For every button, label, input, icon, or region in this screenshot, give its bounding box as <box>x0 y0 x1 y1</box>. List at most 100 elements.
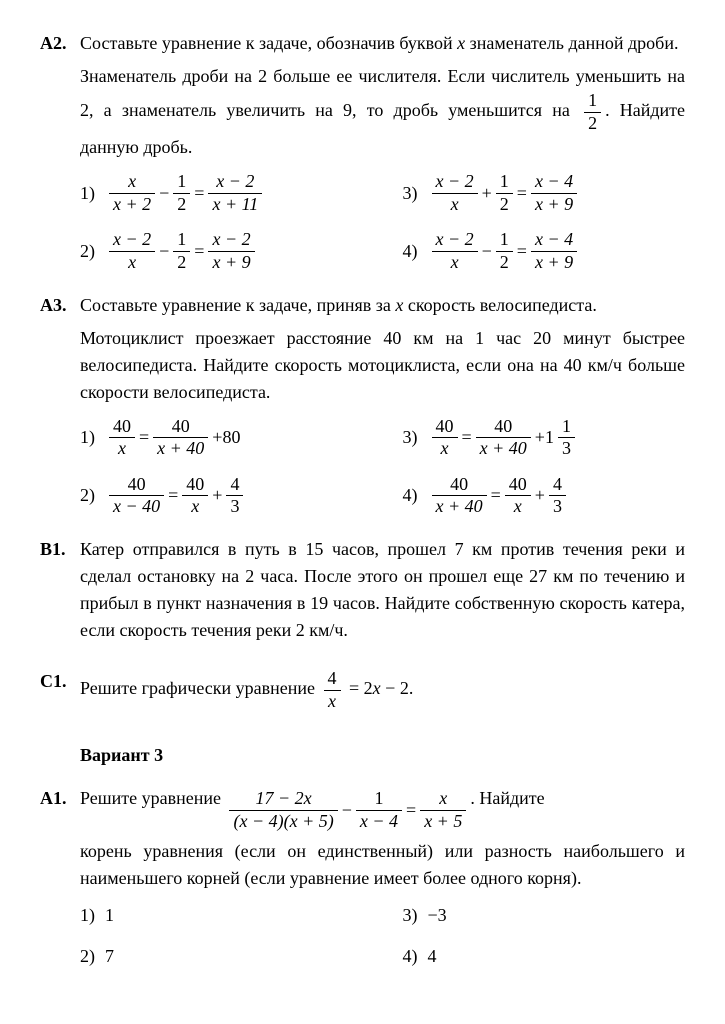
equals: = 2 <box>349 678 373 698</box>
equation: 40x = 40x + 40 + 80 <box>105 416 240 460</box>
option-value: −3 <box>428 902 447 929</box>
option-4: 4)4 <box>403 943 686 970</box>
denominator: 2 <box>496 194 513 216</box>
equals: = <box>168 482 178 509</box>
denominator: x + 40 <box>432 496 487 518</box>
denominator: x <box>432 252 478 274</box>
fraction: x − 2x + 11 <box>208 171 262 215</box>
equals: = <box>462 424 472 451</box>
denominator: (x − 4)(x + 5) <box>229 811 337 833</box>
fraction: 17 − 2x(x − 4)(x + 5) <box>229 788 337 832</box>
denominator: x <box>505 496 531 518</box>
numerator: x <box>420 788 466 811</box>
option-1: 1) xx + 2 − 12 = x − 2x + 11 <box>80 171 363 215</box>
option-3: 3) −3 <box>403 902 686 929</box>
numerator: x − 2 <box>432 171 478 194</box>
option-number: 4) <box>403 238 418 265</box>
fraction: 40x <box>109 416 135 460</box>
denominator: x <box>432 438 458 460</box>
numerator: 40 <box>476 416 531 439</box>
option-number: 4) <box>403 943 418 970</box>
denominator: 2 <box>173 194 190 216</box>
text: Составьте уравнение к задаче, обозначив … <box>80 33 453 53</box>
option-1: 1) 1 <box>80 902 363 929</box>
operator: + <box>482 180 492 207</box>
fraction: 40x − 40 <box>109 474 164 518</box>
numerator: 4 <box>549 474 566 497</box>
numerator: 1 <box>356 788 402 811</box>
problem-text: Решите графически уравнение 4x = 2x − 2. <box>80 668 685 712</box>
denominator: x + 9 <box>531 252 577 274</box>
numerator: x − 2 <box>208 171 262 194</box>
numerator: x − 4 <box>531 171 577 194</box>
equals: = <box>517 180 527 207</box>
numerator: 40 <box>432 416 458 439</box>
problem-label: А3. <box>40 292 80 518</box>
problem-text: Катер отправился в путь в 15 часов, прош… <box>80 536 685 644</box>
denominator: x + 9 <box>531 194 577 216</box>
answer-options: 1) xx + 2 − 12 = x − 2x + 11 3) x − 2x +… <box>80 171 685 273</box>
fraction: 40x + 40 <box>432 474 487 518</box>
problem-c1: С1. Решите графически уравнение 4x = 2x … <box>40 668 685 718</box>
denominator: x + 11 <box>208 194 262 216</box>
fraction: x − 2x <box>432 229 478 273</box>
denominator: 3 <box>226 496 243 518</box>
problem-body: Решите графически уравнение 4x = 2x − 2. <box>80 668 685 718</box>
operator: + <box>212 424 222 451</box>
numerator: 40 <box>182 474 208 497</box>
problem-a3: А3. Составьте уравнение к задаче, приняв… <box>40 292 685 518</box>
fraction: x − 2x + 9 <box>208 229 254 273</box>
numerator: 1 <box>496 229 513 252</box>
fraction: 13 <box>558 416 575 460</box>
fraction: 4x <box>324 668 341 712</box>
problem-text: корень уравнения (если он единственный) … <box>80 838 685 892</box>
variant-heading: Вариант 3 <box>80 742 685 769</box>
operator: + <box>535 482 545 509</box>
denominator: x + 40 <box>153 438 208 460</box>
denominator: x + 40 <box>476 438 531 460</box>
fraction: 40x <box>432 416 458 460</box>
fraction: 43 <box>226 474 243 518</box>
option-number: 3) <box>403 902 418 929</box>
var-x: x <box>457 33 465 53</box>
denominator: 3 <box>558 438 575 460</box>
text: − 2. <box>381 678 414 698</box>
fraction: 12 <box>496 171 513 215</box>
equation: 40x − 40 = 40x + 43 <box>105 474 247 518</box>
fraction: 40x <box>182 474 208 518</box>
denominator: x <box>109 438 135 460</box>
equation: xx + 2 − 12 = x − 2x + 11 <box>105 171 266 215</box>
option-value: 1 <box>105 902 114 929</box>
numerator: x − 4 <box>531 229 577 252</box>
denominator: x + 9 <box>208 252 254 274</box>
option-4: 4) x − 2x − 12 = x − 4x + 9 <box>403 229 686 273</box>
equation: x − 2x + 12 = x − 4x + 9 <box>428 171 582 215</box>
option-number: 3) <box>403 180 418 207</box>
denominator: 2 <box>496 252 513 274</box>
operator: + <box>212 482 222 509</box>
numerator: 4 <box>226 474 243 497</box>
option-4: 4) 40x + 40 = 40x + 43 <box>403 474 686 518</box>
numerator: x − 2 <box>432 229 478 252</box>
option-2: 2) 40x − 40 = 40x + 43 <box>80 474 363 518</box>
option-number: 2) <box>80 943 95 970</box>
numerator: 1 <box>496 171 513 194</box>
integer-part: 1 <box>545 424 554 451</box>
text: знаменатель данной дроби. <box>470 33 679 53</box>
problem-a2: А2. Составьте уравнение к задаче, обозна… <box>40 30 685 274</box>
numerator: 1 <box>173 229 190 252</box>
option-number: 1) <box>80 902 95 929</box>
option-value: 7 <box>105 943 114 970</box>
denominator: x <box>182 496 208 518</box>
equation: 40x = 40x + 40 + 1 13 <box>428 416 579 460</box>
denominator: x + 2 <box>109 194 155 216</box>
denominator: x <box>324 691 341 713</box>
numerator: 40 <box>505 474 531 497</box>
fraction: 40x + 40 <box>153 416 208 460</box>
numerator: 40 <box>153 416 208 439</box>
numerator: 40 <box>432 474 487 497</box>
problem-label: В1. <box>40 536 80 650</box>
fraction: 12 <box>496 229 513 273</box>
denominator: 2 <box>173 252 190 274</box>
fraction: xx + 2 <box>109 171 155 215</box>
